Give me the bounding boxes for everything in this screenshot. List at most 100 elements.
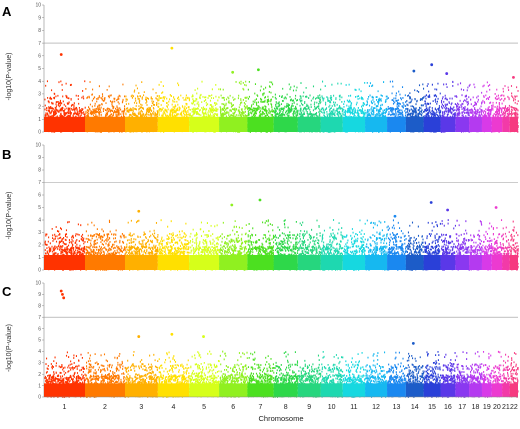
chromosome-16-point-cloud <box>440 352 457 398</box>
x-tick-label: 16 <box>444 404 452 411</box>
chromosome-8-dense-band <box>273 383 298 397</box>
chromosome-2-points <box>85 81 126 133</box>
chromosome-16-points <box>440 219 456 271</box>
peak-point-chr3 <box>137 209 141 213</box>
chromosome-22-points <box>509 352 519 398</box>
chromosome-12-dense-band <box>365 116 388 132</box>
y-tick-label: 10 <box>35 143 41 149</box>
y-tick-label: 7 <box>38 315 41 321</box>
chromosome-21-point-cloud <box>502 226 511 271</box>
y-tick-label: 2 <box>38 372 41 378</box>
y-tick-label: 7 <box>38 180 41 186</box>
chromosome-17-points <box>455 351 470 398</box>
x-tick-label: 3 <box>139 404 143 411</box>
y-tick-label: 9 <box>38 155 41 161</box>
chromosome-15-points <box>423 82 442 133</box>
chromosome-3-points <box>125 81 159 133</box>
chromosome-4-points <box>157 81 190 133</box>
chromosome-16-points <box>440 80 457 133</box>
chromosome-20-dense-band <box>491 255 503 270</box>
y-tick-label: 6 <box>38 326 41 332</box>
chromosome-7-points <box>247 219 275 271</box>
y-tick-label: 3 <box>38 92 41 98</box>
peak-point-chr4 <box>170 332 174 336</box>
x-tick-label: 22 <box>510 404 518 411</box>
y-tick-label: 0 <box>38 395 41 401</box>
chromosome-10-points <box>320 80 344 133</box>
chromosome-10-points <box>320 219 344 271</box>
x-tick-label: 18 <box>472 404 480 411</box>
chromosome-8-points <box>273 351 299 398</box>
peak-point-chr14 <box>411 342 415 345</box>
chromosome-19-dense-band <box>481 116 492 132</box>
chromosome-7-dense-band <box>247 255 274 270</box>
chromosome-9-point-cloud <box>298 219 322 271</box>
chromosome-15-point-cloud <box>424 221 442 271</box>
y-tick-label: 8 <box>38 304 41 310</box>
x-tick-label: 12 <box>372 404 380 411</box>
chromosome-5-points <box>189 80 220 133</box>
chromosome-2-points <box>85 219 126 271</box>
chromosome-21-dense-band <box>502 116 510 132</box>
chromosome-13-points <box>387 80 407 133</box>
chromosome-20-point-cloud <box>492 88 503 133</box>
chromosome-22-points <box>509 220 519 271</box>
chromosome-5-dense-band <box>189 383 220 397</box>
y-tick-label: 9 <box>38 292 41 298</box>
chromosome-18-points <box>469 351 483 398</box>
chromosome-18-dense-band <box>469 383 482 397</box>
panel-a: A 0 1 2 3 4 5 6 7 8 9 10 -log10(P-value) <box>2 3 519 136</box>
chromosome-13-dense-band <box>387 116 406 132</box>
panel-letter: C <box>2 284 12 299</box>
chromosome-15-dense-band <box>423 255 441 270</box>
chromosome-1-points <box>44 80 86 133</box>
peak-point-chr1 <box>59 53 63 56</box>
chromosome-7-points <box>247 351 275 398</box>
panel-letter: A <box>2 4 12 19</box>
y-tick-label: 10 <box>35 3 41 9</box>
y-tick-label: 2 <box>38 104 41 110</box>
y-tick-label: 7 <box>38 41 41 47</box>
chromosome-22-point-cloud <box>510 85 519 133</box>
x-tick-label: 10 <box>328 404 336 411</box>
chromosome-3-point-cloud <box>125 81 159 133</box>
x-tick-label: 8 <box>284 404 288 411</box>
y-tick-label: 4 <box>38 79 41 85</box>
chromosome-9-points <box>297 219 322 271</box>
chromosome-3-points <box>125 351 159 398</box>
x-tick-label: 6 <box>231 404 235 411</box>
peak-point-chr22 <box>512 75 515 79</box>
chromosome-11-points <box>342 81 366 133</box>
chromosome-9-points <box>297 354 322 398</box>
chromosome-14-points <box>405 221 425 271</box>
chromosome-8-points <box>273 83 299 133</box>
chromosome-10-point-cloud <box>321 80 344 133</box>
chromosome-14-points <box>405 352 425 398</box>
chromosome-6-dense-band <box>219 116 248 132</box>
chromosome-7-dense-band <box>247 383 274 397</box>
peak-point-chr1 <box>61 293 64 296</box>
chromosome-3-dense-band <box>125 255 158 270</box>
y-tick-label: 6 <box>38 54 41 60</box>
chromosome-3-points <box>125 219 159 271</box>
y-tick-label: 5 <box>38 66 41 72</box>
y-tick-label: 8 <box>38 28 41 34</box>
chromosome-5-dense-band <box>189 116 220 132</box>
peak-point-chr16 <box>445 72 449 75</box>
y-tick-label: 1 <box>38 255 41 261</box>
chromosome-17-points <box>455 82 470 133</box>
x-tick-label: 19 <box>483 404 491 411</box>
x-tick-label: 15 <box>428 404 436 411</box>
chromosome-13-points <box>387 219 407 271</box>
chromosome-18-dense-band <box>469 116 482 132</box>
chromosome-21-points <box>502 85 511 133</box>
chromosome-17-dense-band <box>455 255 470 270</box>
peak-point-chr1 <box>59 289 63 293</box>
chromosome-19-points <box>481 81 493 133</box>
peak-point-chr3 <box>137 335 141 338</box>
chromosome-1-dense-band <box>44 383 86 397</box>
y-axis-label: -log10(P-value) <box>6 324 13 372</box>
chromosome-1-points <box>44 221 86 271</box>
chromosome-17-dense-band <box>455 383 470 397</box>
y-tick-label: 0 <box>38 130 41 136</box>
